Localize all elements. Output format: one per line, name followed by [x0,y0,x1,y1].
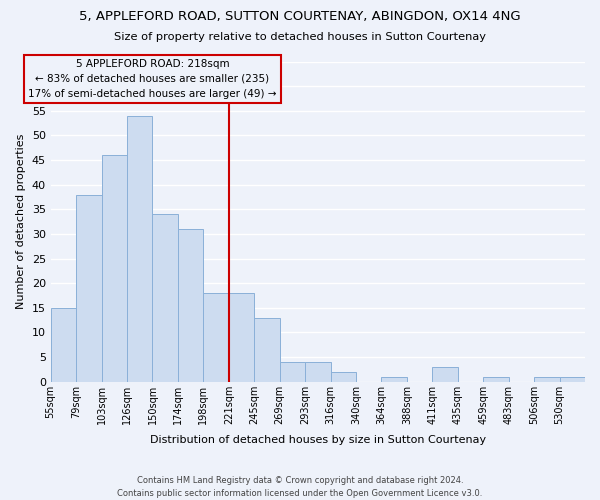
Bar [203,293,229,382]
Bar [382,377,407,382]
Text: Contains HM Land Registry data © Crown copyright and database right 2024.
Contai: Contains HM Land Registry data © Crown c… [118,476,482,498]
Text: 5, APPLEFORD ROAD, SUTTON COURTENAY, ABINGDON, OX14 4NG: 5, APPLEFORD ROAD, SUTTON COURTENAY, ABI… [79,10,521,23]
Bar [127,116,152,382]
Bar [433,367,458,382]
Bar [178,229,203,382]
Y-axis label: Number of detached properties: Number of detached properties [16,134,26,310]
Bar [483,377,509,382]
Bar [152,214,178,382]
Bar [534,377,560,382]
Bar [50,308,76,382]
Bar [76,194,101,382]
Text: Size of property relative to detached houses in Sutton Courtenay: Size of property relative to detached ho… [114,32,486,42]
Bar [101,155,127,382]
Bar [254,318,280,382]
Bar [229,293,254,382]
Bar [305,362,331,382]
Text: 5 APPLEFORD ROAD: 218sqm
← 83% of detached houses are smaller (235)
17% of semi-: 5 APPLEFORD ROAD: 218sqm ← 83% of detach… [28,59,277,98]
Bar [331,372,356,382]
X-axis label: Distribution of detached houses by size in Sutton Courtenay: Distribution of detached houses by size … [150,435,486,445]
Bar [280,362,305,382]
Bar [560,377,585,382]
